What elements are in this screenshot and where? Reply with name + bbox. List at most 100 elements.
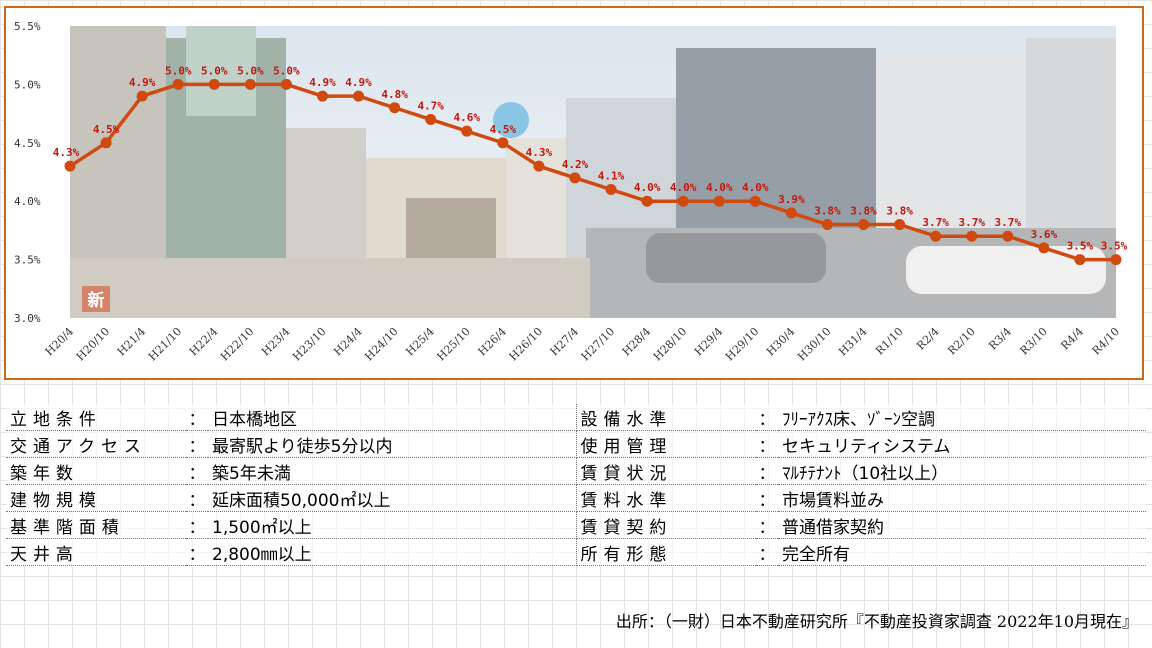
condition-value: 1,500㎡以上 bbox=[208, 511, 577, 539]
conditions-row: 基準階面積： 1,500㎡以上 賃貸契約：普通借家契約 bbox=[6, 511, 1146, 539]
conditions-row: 天井高： 2,800㎜以上 所有形態：完全所有 bbox=[6, 538, 1146, 566]
data-point bbox=[569, 172, 581, 184]
condition-colon: ： bbox=[756, 511, 778, 539]
data-label: 3.7% bbox=[958, 216, 985, 229]
y-tick-label: 5.5% bbox=[14, 20, 41, 33]
series-line bbox=[69, 82, 1116, 262]
y-tick-label: 3.5% bbox=[14, 254, 41, 267]
data-point bbox=[1074, 254, 1086, 266]
condition-value: 市場賃料並み bbox=[778, 484, 1146, 512]
condition-value: 最寄駅より徒歩5分以内 bbox=[208, 430, 577, 458]
x-tick-label: H31/4 bbox=[836, 325, 869, 358]
data-point bbox=[172, 78, 184, 90]
conditions-row: 立地条件：日本橋地区 設備水準：ﾌﾘｰｱｸｽ床、ｿﾞｰﾝ空調 bbox=[6, 404, 1146, 431]
condition-value: 日本橋地区 bbox=[208, 404, 577, 431]
data-label: 4.0% bbox=[742, 181, 769, 194]
data-point bbox=[677, 195, 689, 207]
condition-value: セキュリティシステム bbox=[778, 430, 1146, 458]
street-photo-background: 新 bbox=[70, 26, 1116, 318]
data-point bbox=[497, 137, 509, 149]
chart-frame: 新 5.5% 5.0% 4.5% 4.0% 3.5% 3.0% H20/4 H20/10 H2… bbox=[4, 6, 1144, 380]
x-tick-label: R4/10 bbox=[1090, 325, 1123, 358]
data-label: 3.6% bbox=[1031, 228, 1058, 241]
data-point bbox=[785, 207, 797, 219]
x-tick-label: H30/10 bbox=[795, 325, 833, 363]
x-tick-label: H21/10 bbox=[146, 325, 184, 363]
x-tick-label: R2/4 bbox=[914, 325, 942, 353]
data-label: 5.0% bbox=[165, 64, 192, 77]
data-point bbox=[605, 184, 617, 196]
x-tick-label: H29/10 bbox=[723, 325, 761, 363]
data-label: 4.9% bbox=[309, 76, 336, 89]
x-tick-label: R1/10 bbox=[873, 325, 906, 358]
condition-key: 設備水準 bbox=[576, 404, 756, 431]
data-point bbox=[353, 90, 365, 102]
condition-key: 所有形態 bbox=[576, 538, 756, 566]
data-point bbox=[461, 125, 473, 137]
y-tick-label: 3.0% bbox=[14, 312, 41, 325]
data-label: 4.0% bbox=[670, 181, 697, 194]
data-point bbox=[713, 195, 725, 207]
conditions-table: 立地条件：日本橋地区 設備水準：ﾌﾘｰｱｸｽ床、ｿﾞｰﾝ空調 交通アクセス：最寄駅よ… bbox=[6, 404, 1146, 566]
data-point bbox=[858, 219, 870, 231]
y-tick-label: 4.0% bbox=[14, 195, 41, 208]
photo-badge: 新 bbox=[88, 290, 105, 311]
data-point bbox=[641, 195, 653, 207]
condition-key: 賃料水準 bbox=[576, 484, 756, 512]
conditions-row: 建物規模：延床面積50,000㎡以上 賃料水準：市場賃料並み bbox=[6, 484, 1146, 512]
condition-key: 立地条件 bbox=[6, 404, 186, 431]
data-label: 4.0% bbox=[634, 181, 661, 194]
data-point bbox=[100, 137, 112, 149]
condition-colon: ： bbox=[756, 457, 778, 485]
condition-key: 交通アクセス bbox=[6, 430, 186, 458]
data-label: 4.5% bbox=[93, 123, 120, 136]
x-tick-label: H28/10 bbox=[651, 325, 689, 363]
condition-value: 完全所有 bbox=[778, 538, 1146, 566]
condition-colon: ： bbox=[186, 484, 208, 512]
x-tick-label: H24/4 bbox=[331, 325, 364, 358]
data-point bbox=[389, 102, 401, 114]
data-label: 3.5% bbox=[1067, 240, 1094, 253]
data-label: 3.8% bbox=[814, 205, 841, 218]
data-point bbox=[316, 90, 328, 102]
data-point bbox=[280, 78, 292, 90]
data-point bbox=[1038, 242, 1050, 254]
condition-key: 基準階面積 bbox=[6, 511, 186, 539]
data-labels: 4.3% 4.5% 4.9% 5.0% 5.0% 5.0% 5.0% 4.9% 4.9% 4.8%… bbox=[53, 64, 1128, 252]
x-tick-label: H21/4 bbox=[115, 325, 148, 358]
condition-key: 建物規模 bbox=[6, 484, 186, 512]
data-label: 3.9% bbox=[778, 193, 805, 206]
data-point bbox=[244, 78, 256, 90]
x-tick-label: H24/10 bbox=[362, 325, 400, 363]
condition-value: 2,800㎜以上 bbox=[208, 538, 577, 566]
data-point bbox=[749, 195, 761, 207]
x-tick-label: H25/10 bbox=[434, 325, 472, 363]
source-note: 出所：（一財）日本不動産研究所『不動産投資家調査 2022年10月現在』 bbox=[615, 612, 1138, 631]
x-tick-label: R3/10 bbox=[1017, 325, 1050, 358]
data-label: 4.2% bbox=[562, 158, 589, 171]
x-tick-label: H20/4 bbox=[43, 325, 76, 358]
data-label: 3.8% bbox=[850, 205, 877, 218]
data-label: 3.8% bbox=[886, 205, 913, 218]
data-point bbox=[533, 160, 545, 172]
data-label: 5.0% bbox=[201, 64, 228, 77]
x-tick-label: H22/10 bbox=[218, 325, 256, 363]
data-label: 4.6% bbox=[454, 111, 481, 124]
condition-value: 延床面積50,000㎡以上 bbox=[208, 484, 577, 512]
condition-colon: ： bbox=[756, 484, 778, 512]
condition-key: 築年数 bbox=[6, 457, 186, 485]
condition-value: 普通借家契約 bbox=[778, 511, 1146, 539]
x-tick-label: H26/10 bbox=[507, 325, 545, 363]
condition-key: 使用管理 bbox=[576, 430, 756, 458]
data-label: 4.3% bbox=[53, 146, 80, 159]
x-tick-label: H20/10 bbox=[74, 325, 112, 363]
condition-colon: ： bbox=[756, 430, 778, 458]
data-label: 4.3% bbox=[526, 146, 553, 159]
condition-colon: ： bbox=[756, 538, 778, 566]
condition-key: 天井高 bbox=[6, 538, 186, 566]
y-tick-label: 5.0% bbox=[14, 78, 41, 91]
data-point bbox=[894, 219, 906, 231]
y-tick-label: 4.5% bbox=[14, 137, 41, 150]
data-point bbox=[1110, 254, 1122, 266]
